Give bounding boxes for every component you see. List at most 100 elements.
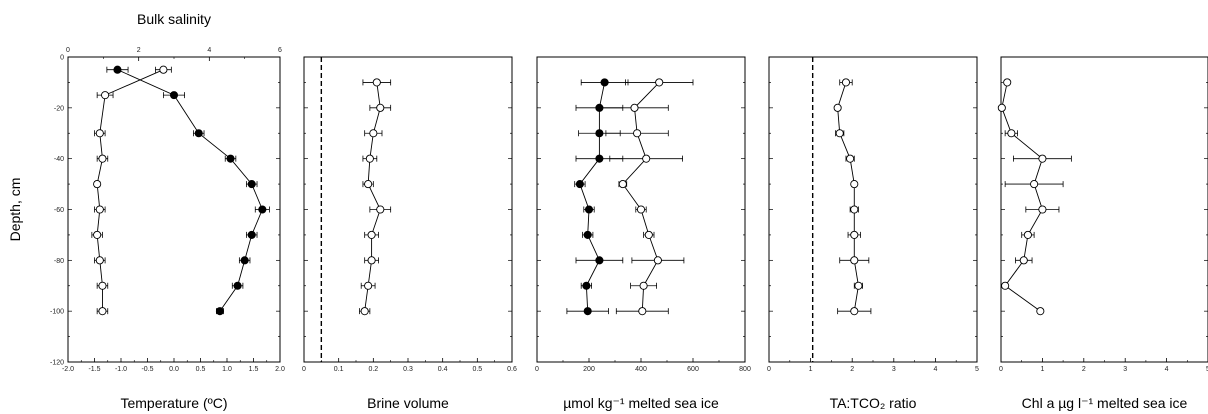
data-point bbox=[364, 281, 373, 290]
x-tick-label: 400 bbox=[635, 366, 647, 373]
x-tick-label: 0 bbox=[999, 366, 1003, 373]
data-point bbox=[367, 230, 376, 239]
data-point bbox=[618, 180, 627, 189]
x-tick-label: 0 bbox=[535, 366, 539, 373]
y-tick-label: -60 bbox=[54, 207, 64, 214]
x-tick-label: -1.0 bbox=[115, 366, 127, 373]
data-point bbox=[194, 129, 203, 138]
data-point bbox=[364, 180, 373, 189]
data-point bbox=[365, 154, 374, 163]
x-tick-label: 0 bbox=[767, 366, 771, 373]
data-point bbox=[1030, 180, 1039, 189]
data-point bbox=[595, 129, 604, 138]
series-line bbox=[579, 82, 606, 312]
y-tick-label: -120 bbox=[50, 360, 64, 367]
x-tick-label: 0.4 bbox=[438, 366, 448, 373]
data-point bbox=[258, 205, 267, 214]
panel-frame bbox=[768, 56, 978, 363]
data-point bbox=[98, 154, 107, 163]
data-point bbox=[1003, 78, 1012, 87]
data-point bbox=[98, 307, 107, 316]
x-tick-label: 5 bbox=[1206, 366, 1208, 373]
x-tick-label: 2.0 bbox=[275, 366, 285, 373]
data-point bbox=[95, 205, 104, 214]
x-tick-label: 200 bbox=[583, 366, 595, 373]
data-point bbox=[376, 205, 385, 214]
series-1 bbox=[91, 65, 172, 316]
data-point bbox=[595, 256, 604, 265]
x-tick-label: -2.0 bbox=[62, 366, 74, 373]
data-point bbox=[644, 230, 653, 239]
x-tick-label: 2 bbox=[850, 366, 854, 373]
data-point bbox=[240, 256, 249, 265]
panel-tco2-ta: 0 200 400 600 800 µmol kg⁻¹ melted sea ice bbox=[535, 56, 751, 411]
x-tick-label: 0.2 bbox=[368, 366, 378, 373]
data-point bbox=[369, 129, 378, 138]
top-x-tick-label: 2 bbox=[137, 47, 141, 54]
data-point bbox=[1001, 281, 1010, 290]
data-point bbox=[372, 78, 381, 87]
top-x-tick-label: 4 bbox=[207, 47, 211, 54]
data-point bbox=[583, 307, 592, 316]
data-point bbox=[850, 230, 859, 239]
data-point bbox=[584, 205, 594, 214]
x-tick-label: 3 bbox=[1123, 366, 1127, 373]
series-0 bbox=[566, 78, 629, 316]
data-point bbox=[101, 91, 110, 100]
data-point bbox=[1007, 129, 1016, 138]
data-point bbox=[95, 256, 104, 265]
data-point bbox=[997, 103, 1006, 112]
y-axis-label: Depth, cm bbox=[7, 178, 23, 242]
x-tick-label: 3 bbox=[892, 366, 896, 373]
data-point bbox=[600, 78, 609, 87]
data-point bbox=[582, 281, 591, 290]
x-tick-label: 0.0 bbox=[169, 366, 179, 373]
data-point bbox=[233, 281, 242, 290]
x-tick-label: 4 bbox=[1165, 366, 1169, 373]
x-tick-label: 0.5 bbox=[196, 366, 206, 373]
data-point bbox=[159, 65, 168, 74]
x-tick-label: 600 bbox=[687, 366, 699, 373]
data-point bbox=[1019, 256, 1028, 265]
data-point bbox=[215, 307, 224, 316]
data-point bbox=[376, 103, 385, 112]
x-tick-label: 0 bbox=[302, 366, 306, 373]
data-point bbox=[247, 180, 256, 189]
series-line bbox=[622, 82, 660, 312]
x-axis-label: Chl a µg l⁻¹ melted sea ice bbox=[1022, 395, 1188, 411]
data-point bbox=[98, 281, 107, 290]
data-point bbox=[1036, 307, 1045, 316]
x-tick-label: 800 bbox=[739, 366, 751, 373]
data-point bbox=[835, 129, 844, 138]
series-0 bbox=[359, 78, 392, 316]
data-point bbox=[639, 281, 648, 290]
series-line bbox=[96, 69, 164, 312]
panel-ta-tco2-ratio: 0 1 2 3 4 5 TA:TCO₂ ratio bbox=[767, 56, 979, 411]
panel-temperature-salinity: -2.0 -1.5 -1.0 -0.5 0.0 0.5 1.0 1.5 2.0 0 -20 -40 -6… bbox=[7, 11, 285, 411]
top-axis-label: Bulk salinity bbox=[137, 11, 211, 27]
x-axis-label: Temperature (ºC) bbox=[120, 395, 227, 411]
data-point bbox=[226, 154, 235, 163]
data-point bbox=[367, 256, 376, 265]
x-tick-label: -0.5 bbox=[141, 366, 153, 373]
x-axis-label: Brine volume bbox=[367, 395, 449, 411]
y-tick-label: -100 bbox=[50, 309, 64, 316]
data-point bbox=[841, 78, 851, 87]
data-point bbox=[633, 129, 642, 138]
series-0 bbox=[833, 78, 872, 316]
data-point bbox=[247, 230, 256, 239]
x-tick-label: 1.0 bbox=[222, 366, 232, 373]
x-tick-label: -1.5 bbox=[88, 366, 100, 373]
x-tick-label: 5 bbox=[975, 366, 979, 373]
data-point bbox=[653, 256, 662, 265]
data-point bbox=[1038, 154, 1047, 163]
top-x-tick-label: 6 bbox=[278, 47, 282, 54]
x-tick-label: 0.6 bbox=[507, 366, 517, 373]
data-point bbox=[595, 154, 604, 163]
data-point bbox=[850, 205, 859, 214]
x-tick-label: 0.1 bbox=[334, 366, 344, 373]
series-line bbox=[1001, 82, 1043, 312]
x-tick-label: 1 bbox=[809, 366, 813, 373]
data-point bbox=[1038, 205, 1047, 214]
